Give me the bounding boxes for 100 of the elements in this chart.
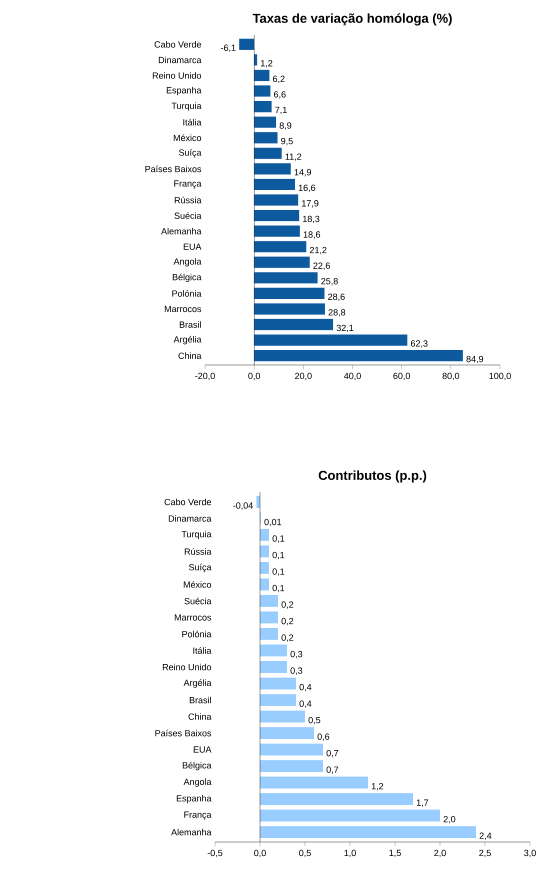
y-tick-label: Suíça: [188, 564, 212, 572]
y-tick-label: Suécia: [174, 212, 202, 219]
data-label: 16,6: [298, 184, 316, 192]
y-tick-label: México: [174, 134, 202, 142]
y-tick-label: Cabo Verde: [154, 41, 202, 48]
y-tick-label: Marrocos: [174, 614, 212, 621]
data-label: 2,4: [480, 832, 492, 840]
data-label: 1,2: [372, 782, 384, 790]
data-label: 0,5: [308, 716, 320, 724]
data-label: 0,3: [290, 667, 302, 675]
data-label: 28,6: [328, 294, 345, 301]
data-label: 28,8: [328, 309, 346, 317]
y-tick-label: Países Baixos: [145, 166, 202, 172]
y-tick-label: Reino Unido: [162, 664, 212, 670]
y-tick-label: Brasil: [190, 696, 211, 704]
y-tick-label: Alemanha: [161, 228, 202, 234]
y-tick-label: Suécia: [184, 598, 212, 604]
y-tick-label: Brasil: [180, 321, 201, 328]
data-label: 0,1: [272, 535, 284, 543]
x-tick-label: 2,0: [434, 850, 446, 858]
y-tick-label: Angola: [174, 258, 202, 266]
x-tick-label: 0,5: [299, 850, 311, 858]
data-label: 0,6: [318, 733, 330, 741]
data-label: 0,1: [272, 568, 284, 576]
data-label: 2,0: [444, 816, 456, 824]
data-label: 0,7: [326, 750, 338, 758]
data-label: -6,1: [220, 44, 236, 52]
y-tick-label: Polónia: [182, 630, 212, 638]
data-label: 0,01: [264, 518, 282, 526]
y-tick-label: Polónia: [172, 290, 202, 297]
data-label: 1,7: [416, 800, 428, 807]
y-tick-label: França: [174, 180, 202, 188]
data-label: 18,3: [303, 216, 320, 224]
x-tick-label: 40,0: [344, 372, 361, 380]
x-tick-label: 0,0: [254, 850, 266, 858]
x-tick-label: 100,0: [489, 372, 511, 380]
data-label: 7,1: [275, 106, 287, 114]
y-tick-label: Suíça: [178, 149, 202, 158]
data-label: 84,9: [466, 356, 484, 364]
y-tick-label: Rússia: [184, 548, 212, 555]
x-tick-label: -20,0: [195, 372, 215, 380]
y-tick-label: Itália: [193, 647, 212, 654]
data-label: 32,1: [336, 324, 354, 332]
data-label: 0,7: [326, 766, 338, 774]
data-label: -0,04: [233, 502, 253, 510]
data-label: 18,6: [304, 231, 320, 239]
data-label: 9,5: [281, 138, 293, 146]
y-tick-label: México: [184, 581, 212, 588]
data-label: 0,1: [272, 584, 284, 592]
data-label: 0,1: [272, 552, 284, 560]
x-tick-label: 3,0: [524, 850, 536, 858]
x-tick-label: 2,5: [479, 850, 491, 858]
y-tick-label: Dinamarca: [158, 56, 202, 64]
y-tick-label: China: [188, 713, 212, 720]
x-tick-label: 80,0: [442, 372, 460, 380]
data-label: 6,2: [273, 76, 285, 84]
y-tick-label: Países Baixos: [155, 730, 212, 736]
data-label: 0,2: [282, 634, 294, 642]
data-label: 8,9: [280, 122, 292, 130]
data-label: 1,2: [260, 60, 272, 68]
x-tick-label: 20,0: [295, 372, 312, 380]
y-tick-label: Turquia: [182, 530, 212, 540]
y-tick-label: Turquia: [172, 102, 202, 111]
x-tick-label: 0,0: [248, 372, 260, 380]
x-tick-label: -0,5: [208, 850, 222, 858]
chart-title: Taxas de variação homóloga (%): [252, 13, 452, 26]
x-tick-label: 1,0: [344, 850, 356, 858]
y-tick-label: Espanha: [176, 794, 212, 804]
y-tick-label: China: [178, 352, 202, 359]
x-tick-label: 1,5: [389, 850, 401, 858]
data-label: 0,4: [300, 700, 312, 708]
y-tick-label: Rússia: [174, 196, 202, 204]
y-tick-label: Espanha: [166, 86, 202, 96]
y-tick-label: Reino Unido: [152, 72, 202, 79]
data-label: 17,9: [302, 200, 318, 208]
y-tick-label: Argélia: [184, 679, 212, 688]
data-label: 0,2: [282, 601, 294, 609]
data-label: 14,9: [294, 169, 312, 176]
y-tick-label: Alemanha: [171, 828, 212, 836]
y-tick-label: EUA: [184, 244, 202, 250]
y-tick-label: EUA: [194, 746, 212, 753]
data-label: 0,2: [282, 618, 294, 626]
y-tick-label: Angola: [184, 778, 212, 787]
data-label: 21,2: [310, 246, 326, 254]
data-label: 0,4: [300, 684, 312, 692]
data-label: 11,2: [286, 153, 302, 161]
y-tick-label: Bélgica: [172, 274, 202, 282]
x-tick-label: 60,0: [393, 372, 410, 380]
chart-title: Contributos (p.p.): [318, 470, 426, 482]
data-label: 22,6: [313, 262, 330, 270]
y-tick-label: Argélia: [174, 336, 202, 344]
y-tick-label: Itália: [183, 118, 202, 126]
data-label: 25,8: [321, 278, 338, 286]
y-tick-label: Dinamarca: [168, 515, 212, 522]
y-tick-label: Cabo Verde: [164, 498, 212, 506]
data-label: 6,6: [274, 91, 286, 99]
y-tick-label: Marrocos: [164, 306, 202, 312]
y-tick-label: França: [184, 812, 212, 820]
y-tick-label: Bélgica: [182, 762, 212, 770]
data-label: 0,3: [290, 650, 302, 658]
